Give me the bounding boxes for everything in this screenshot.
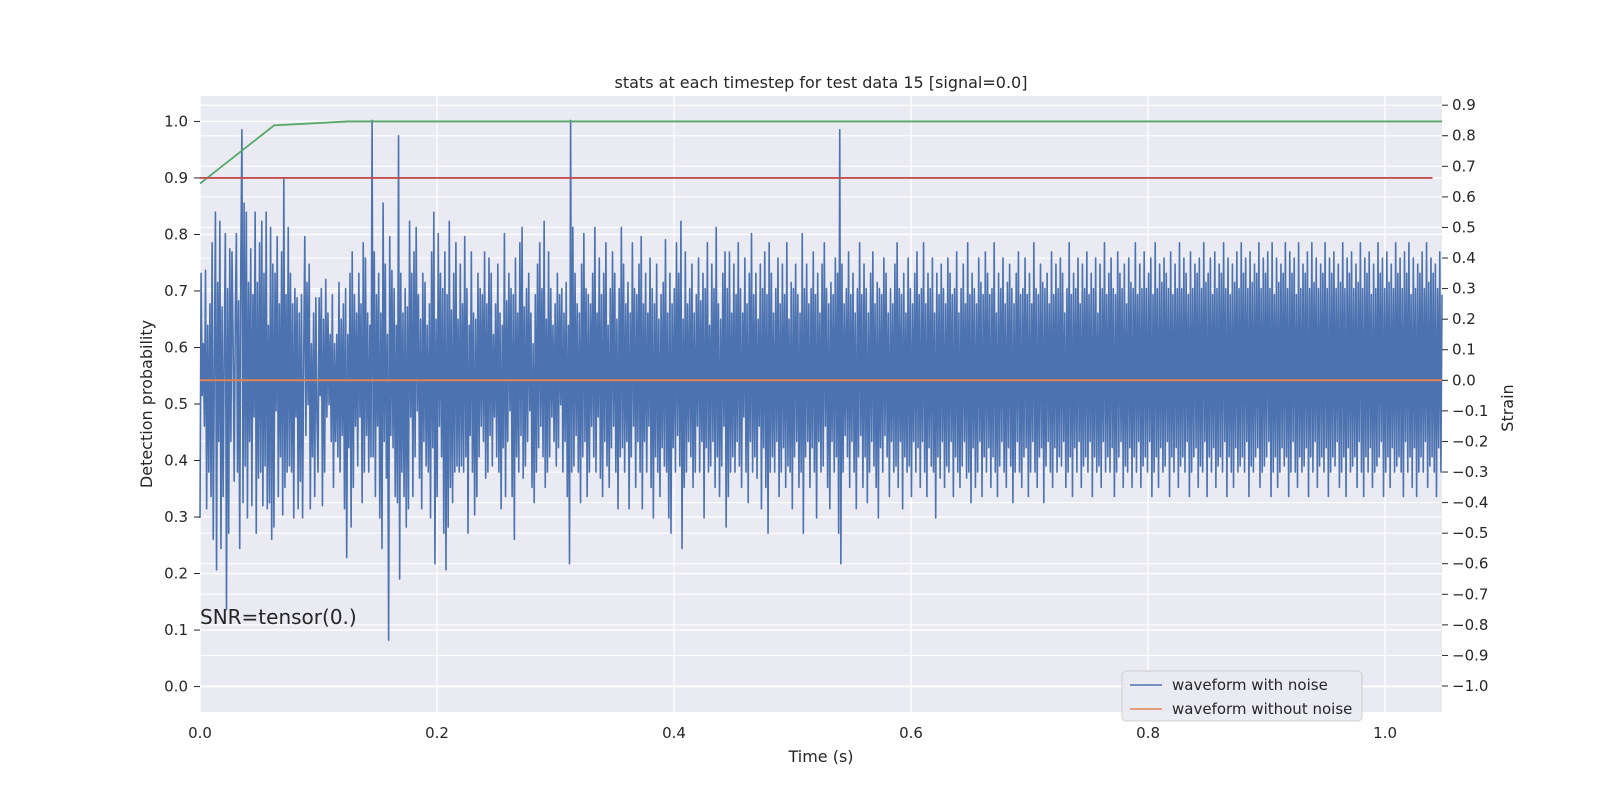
- y-left-tick-label: 1.0: [164, 112, 188, 130]
- y-left-tick-label: 0.0: [164, 678, 188, 696]
- legend: waveform with noise waveform without noi…: [1121, 670, 1363, 722]
- y-right-tick-label: 0.3: [1452, 280, 1476, 298]
- y-right-tick-label: 0.9: [1452, 96, 1476, 114]
- x-tick-label: 1.0: [1373, 724, 1397, 742]
- y-left-tick-label: 0.1: [164, 621, 188, 639]
- y-right-tick-label: 0.0: [1452, 371, 1476, 389]
- snr-annotation: SNR=tensor(0.): [200, 605, 357, 629]
- y-right-tick-label: 0.5: [1452, 218, 1476, 236]
- y-right-tick-label: −0.7: [1452, 585, 1488, 603]
- y-axis-left-label: Detection probability: [137, 320, 156, 488]
- y-axis-left-ticks: 0.0 0.1 0.2 0.3 0.4 0.5 0.6 0.7 0.8 0.9 1.0: [164, 112, 200, 696]
- y-left-tick-label: 0.2: [164, 565, 188, 583]
- y-right-tick-label: −0.3: [1452, 463, 1488, 481]
- y-right-tick-label: −0.2: [1452, 432, 1488, 450]
- x-tick-label: 0.6: [899, 724, 923, 742]
- y-left-tick-label: 0.5: [164, 395, 188, 413]
- x-axis-ticks: 0.0 0.2 0.4 0.6 0.8 1.0: [188, 724, 1397, 742]
- x-tick-label: 0.0: [188, 724, 212, 742]
- y-right-tick-label: −1.0: [1452, 677, 1488, 695]
- x-tick-label: 0.2: [425, 724, 449, 742]
- x-axis-label: Time (s): [787, 747, 853, 766]
- y-right-tick-label: −0.5: [1452, 524, 1488, 542]
- y-left-tick-label: 0.4: [164, 452, 188, 470]
- y-right-tick-label: 0.4: [1452, 249, 1476, 267]
- y-right-tick-label: −0.4: [1452, 494, 1488, 512]
- chart-title: stats at each timestep for test data 15 …: [615, 73, 1028, 92]
- y-right-tick-label: 0.1: [1452, 341, 1476, 359]
- plot-series-group: [199, 119, 1443, 641]
- y-axis-right-ticks: −1.0 −0.9 −0.8 −0.7 −0.6 −0.5 −0.4 −0.3 −0.2 −0.1…: [1442, 96, 1488, 695]
- y-axis-right-label: Strain: [1498, 384, 1517, 431]
- y-right-tick-label: 0.8: [1452, 127, 1476, 145]
- legend-label-waveform-without-noise: waveform without noise: [1172, 700, 1352, 718]
- y-left-tick-label: 0.9: [164, 169, 188, 187]
- y-right-tick-label: 0.7: [1452, 157, 1476, 175]
- y-right-tick-label: 0.2: [1452, 310, 1476, 328]
- y-right-tick-label: 0.6: [1452, 188, 1476, 206]
- y-left-tick-label: 0.6: [164, 338, 188, 356]
- y-right-tick-label: −0.9: [1452, 646, 1488, 664]
- y-left-tick-label: 0.8: [164, 225, 188, 243]
- y-right-tick-label: −0.6: [1452, 555, 1488, 573]
- y-right-tick-label: −0.8: [1452, 616, 1488, 634]
- x-tick-label: 0.8: [1136, 724, 1160, 742]
- legend-label-waveform-with-noise: waveform with noise: [1172, 676, 1328, 694]
- y-left-tick-label: 0.7: [164, 282, 188, 300]
- y-right-tick-label: −0.1: [1452, 402, 1488, 420]
- legend-box: [1121, 670, 1363, 722]
- y-left-tick-label: 0.3: [164, 508, 188, 526]
- series-detection-probability: [199, 120, 1442, 185]
- x-tick-label: 0.4: [662, 724, 686, 742]
